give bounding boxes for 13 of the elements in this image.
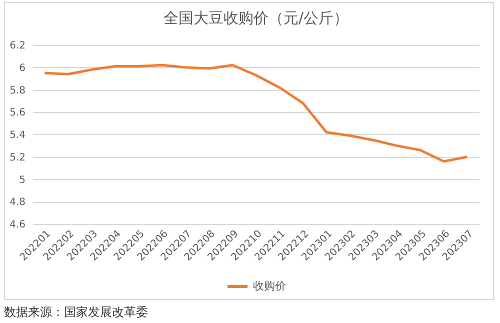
y-tick-label: 4.8 — [10, 197, 26, 208]
y-tick-label: 6.2 — [10, 40, 26, 52]
y-tick-label: 5.2 — [10, 152, 26, 164]
y-tick-label: 5.6 — [10, 108, 26, 119]
y-tick-label: 5.4 — [10, 130, 26, 141]
y-tick-label: 6 — [19, 62, 26, 74]
y-tick-label: 4.6 — [10, 220, 26, 230]
source-note: 数据来源：国家发展改革委 — [4, 304, 149, 321]
chart-title: 全国大豆收购价（元/公斤） — [163, 9, 349, 27]
line-series — [43, 64, 469, 163]
y-tick-label: 5 — [19, 174, 26, 186]
y-tick-label: 5.8 — [10, 85, 26, 96]
legend-label: 收购价 — [253, 280, 286, 292]
